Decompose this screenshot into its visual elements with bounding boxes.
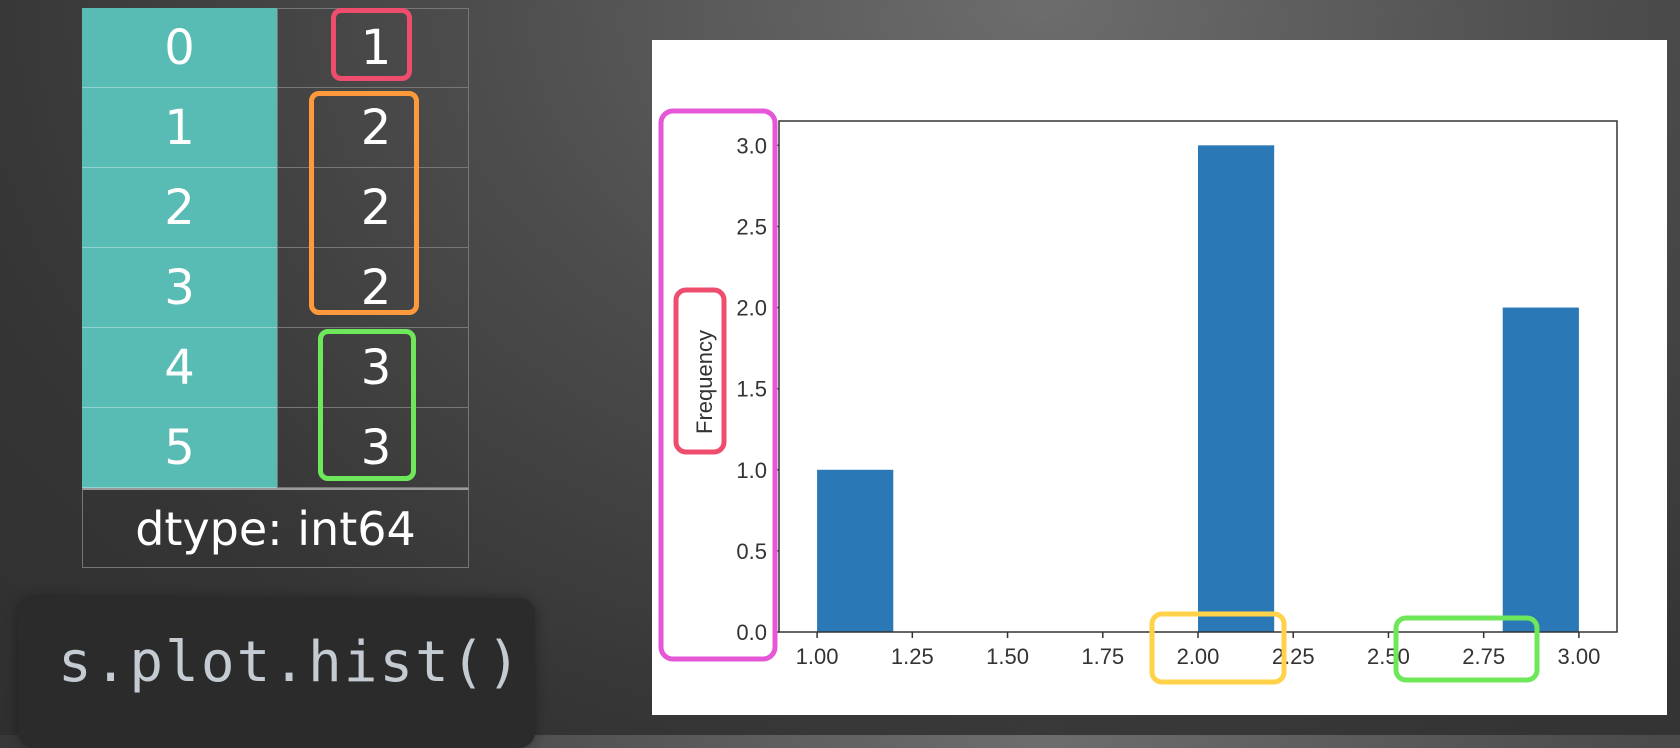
dtype-label: dtype: int64 <box>82 488 469 568</box>
index-cell: 3 <box>82 248 277 328</box>
x-tick-label: 2.75 <box>1462 644 1505 669</box>
x-tick-label: 2.00 <box>1177 644 1220 669</box>
x-range-2-highlight <box>1149 611 1287 685</box>
y-tick-label: 1.0 <box>736 458 767 483</box>
index-cell: 1 <box>82 88 277 168</box>
value-3-highlight <box>318 329 416 481</box>
table-row: 4 3 <box>82 328 469 408</box>
value-1-highlight <box>331 8 412 81</box>
hist-bar <box>1198 145 1275 632</box>
table-row: 5 3 <box>82 408 469 488</box>
index-cell: 0 <box>82 8 277 88</box>
table-row: 3 2 <box>82 248 469 328</box>
value-cell: 3 <box>277 328 469 408</box>
value-cell: 2 <box>277 88 469 168</box>
value-2-highlight <box>309 91 419 315</box>
table-row: 0 1 <box>82 8 469 88</box>
hist-bar <box>1502 307 1579 632</box>
code-text: s.plot.hist() <box>58 630 523 695</box>
x-tick-label: 3.00 <box>1557 644 1600 669</box>
value-cell: 2 <box>277 168 469 248</box>
x-tick-label: 2.50 <box>1367 644 1410 669</box>
table-row: 2 2 <box>82 168 469 248</box>
x-tick-label: 1.50 <box>986 644 1029 669</box>
code-box: s.plot.hist() <box>18 598 535 748</box>
x-range-3-highlight <box>1393 615 1540 683</box>
ylabel-highlight <box>673 287 727 455</box>
y-tick-label: 1.5 <box>736 377 767 402</box>
index-cell: 4 <box>82 328 277 408</box>
y-axis-label: Frequency <box>692 330 717 434</box>
y-tick-label: 2.0 <box>736 296 767 321</box>
y-tick-label: 0.0 <box>736 620 767 645</box>
y-axis-highlight <box>658 108 778 662</box>
x-tick-label: 1.25 <box>891 644 934 669</box>
value-cell: 2 <box>277 248 469 328</box>
hist-bar <box>817 469 894 632</box>
histogram-panel: 0.0 0.5 1.0 1.5 2.0 2.5 3.0 1.00 1.25 1.50 1.75 2.… <box>652 40 1667 715</box>
value-cell: 3 <box>277 408 469 488</box>
series-table: 0 1 1 2 2 2 3 2 4 3 5 3 dtype: int64 <box>82 8 469 568</box>
y-tick-label: 2.5 <box>736 214 767 239</box>
x-tick-label: 1.00 <box>796 644 839 669</box>
x-tick-label: 2.25 <box>1272 644 1315 669</box>
table-row: 1 2 <box>82 88 469 168</box>
y-tick-label: 0.5 <box>736 539 767 564</box>
x-tick-label: 1.75 <box>1081 644 1124 669</box>
histogram-chart: 0.0 0.5 1.0 1.5 2.0 2.5 3.0 1.00 1.25 1.50 1.75 2.… <box>658 108 1618 685</box>
index-cell: 5 <box>82 408 277 488</box>
y-tick-label: 3.0 <box>736 133 767 158</box>
index-cell: 2 <box>82 168 277 248</box>
